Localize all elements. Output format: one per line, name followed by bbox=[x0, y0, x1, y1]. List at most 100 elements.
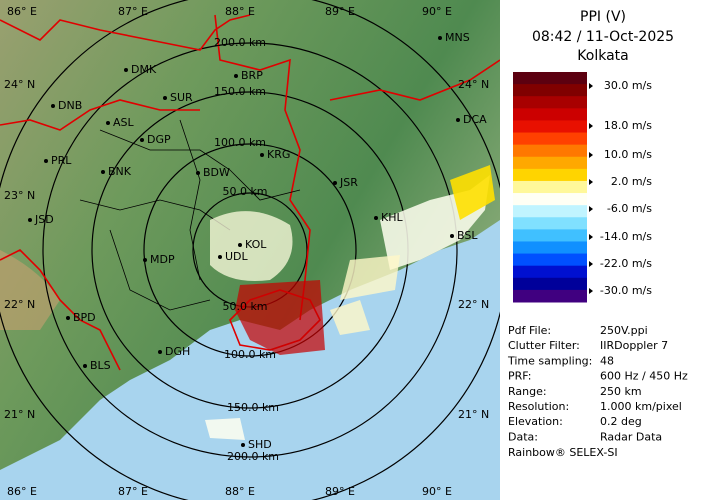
latitude-label: 22° N bbox=[458, 298, 489, 311]
legend-label: -6.0 m/s bbox=[607, 202, 652, 215]
place-label: KOL bbox=[245, 238, 267, 251]
highland bbox=[0, 250, 60, 330]
legend-arrow bbox=[589, 288, 593, 294]
longitude-label: 90° E bbox=[422, 485, 452, 498]
place-label: MNS bbox=[445, 31, 470, 44]
legend-swatch bbox=[513, 156, 587, 170]
legend-swatch bbox=[513, 132, 587, 146]
legend-swatch bbox=[513, 72, 587, 85]
place-label: JSD bbox=[34, 213, 54, 226]
latitude-label: 21° N bbox=[458, 408, 489, 421]
place-label: ASL bbox=[113, 116, 135, 129]
place-label: DMK bbox=[131, 63, 157, 76]
info-key: Pdf File: bbox=[508, 324, 551, 337]
legend-swatch bbox=[513, 96, 587, 109]
place-dot bbox=[438, 36, 442, 40]
legend-arrow bbox=[589, 152, 593, 158]
latitude-label: 24° N bbox=[458, 78, 489, 91]
legend-swatch bbox=[513, 205, 587, 218]
place-dot bbox=[234, 74, 238, 78]
place-dot bbox=[51, 104, 55, 108]
legend-label: -14.0 m/s bbox=[600, 230, 652, 243]
legend: 30.0 m/s 18.0 m/s 10.0 m/s 2.0 m/s -6.0 m/s -… bbox=[513, 72, 652, 303]
map-labels: 86° E 87° E 88° E 89° E 90° E 86° E 87° E 88° E… bbox=[4, 5, 489, 498]
info-value: 250V.ppi bbox=[600, 324, 648, 337]
place-label: SUR bbox=[170, 91, 193, 104]
legend-label: 18.0 m/s bbox=[604, 119, 652, 132]
legend-swatch bbox=[513, 168, 587, 182]
legend-swatch bbox=[513, 277, 587, 291]
place-dot bbox=[260, 153, 264, 157]
info-key: Resolution: bbox=[508, 400, 569, 413]
info-key: Range: bbox=[508, 385, 547, 398]
place-label: JSR bbox=[339, 176, 358, 189]
legend-swatch bbox=[513, 289, 587, 303]
legend-arrow bbox=[589, 83, 593, 89]
panel-title: PPI (V) bbox=[580, 9, 626, 25]
legend-arrow bbox=[589, 234, 593, 240]
longitude-label: 88° E bbox=[225, 485, 255, 498]
legend-label: 10.0 m/s bbox=[604, 148, 652, 161]
place-label: UDL bbox=[225, 250, 249, 263]
info-value: Radar Data bbox=[600, 430, 662, 443]
place-dot bbox=[218, 255, 222, 259]
legend-swatch bbox=[513, 108, 587, 121]
place-dot bbox=[83, 364, 87, 368]
legend-swatch bbox=[513, 144, 587, 158]
echoes bbox=[205, 165, 495, 440]
place-dot bbox=[66, 316, 70, 320]
place-dot bbox=[101, 170, 105, 174]
legend-swatch bbox=[513, 217, 587, 230]
place-label: SHD bbox=[248, 438, 272, 451]
info-key: Elevation: bbox=[508, 415, 563, 428]
legend-arrow bbox=[589, 206, 593, 212]
legend-arrow bbox=[589, 179, 593, 185]
place-dot bbox=[158, 350, 162, 354]
place-label: DNB bbox=[58, 99, 82, 112]
range-label: 50.0 km bbox=[222, 185, 267, 198]
place-label: BNK bbox=[108, 165, 132, 178]
place-dot bbox=[374, 216, 378, 220]
range-label: 100.0 km bbox=[224, 348, 276, 361]
legend-swatch bbox=[513, 180, 587, 194]
panel-time: 08:42 / 11-Oct-2025 bbox=[532, 29, 674, 45]
place-label: DGH bbox=[165, 345, 190, 358]
longitude-label: 89° E bbox=[325, 5, 355, 18]
range-label: 150.0 km bbox=[214, 85, 266, 98]
legend-swatch bbox=[513, 120, 587, 134]
place-label: MDP bbox=[150, 253, 175, 266]
longitude-label: 89° E bbox=[325, 485, 355, 498]
longitude-label: 86° E bbox=[7, 5, 37, 18]
longitude-label: 88° E bbox=[225, 5, 255, 18]
legend-label: 30.0 m/s bbox=[604, 79, 652, 92]
legend-arrow bbox=[589, 261, 593, 267]
range-label: 150.0 km bbox=[227, 401, 279, 414]
place-dot bbox=[106, 121, 110, 125]
legend-arrow bbox=[589, 123, 593, 129]
info-key: Time sampling: bbox=[507, 354, 592, 367]
legend-swatch bbox=[513, 253, 587, 267]
info-key: Clutter Filter: bbox=[508, 339, 580, 352]
legend-swatch bbox=[513, 193, 587, 206]
place-dot bbox=[238, 243, 242, 247]
legend-label: -30.0 m/s bbox=[600, 284, 652, 297]
latitude-label: 22° N bbox=[4, 298, 35, 311]
info-value: 0.2 deg bbox=[600, 415, 642, 428]
place-dot bbox=[143, 258, 147, 262]
panel-site: Kolkata bbox=[577, 48, 628, 64]
place-dot bbox=[28, 218, 32, 222]
longitude-label: 86° E bbox=[7, 485, 37, 498]
place-dot bbox=[333, 181, 337, 185]
info-table: Pdf File: 250V.ppi Clutter Filter: IIRDoppl… bbox=[507, 324, 688, 443]
place-dot bbox=[456, 118, 460, 122]
range-label: 200.0 km bbox=[214, 36, 266, 49]
place-label: BLS bbox=[90, 359, 111, 372]
info-panel: PPI (V) 08:42 / 11-Oct-2025 Kolkata 30.0… bbox=[500, 0, 706, 500]
legend-label: 2.0 m/s bbox=[611, 175, 652, 188]
info-value: 48 bbox=[600, 354, 614, 367]
range-label: 200.0 km bbox=[227, 450, 279, 463]
latitude-label: 21° N bbox=[4, 408, 35, 421]
info-value: 1.000 km/pixel bbox=[600, 400, 682, 413]
range-label: 100.0 km bbox=[214, 136, 266, 149]
legend-label: -22.0 m/s bbox=[600, 257, 652, 270]
